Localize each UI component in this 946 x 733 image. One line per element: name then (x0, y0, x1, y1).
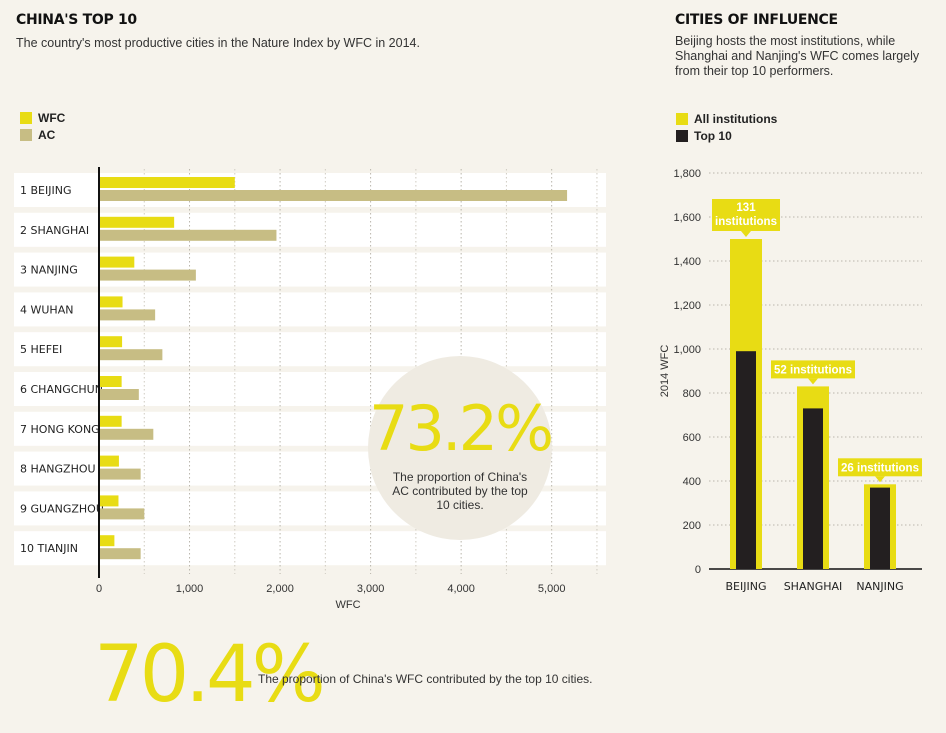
x-tick-label-5000: 5,000 (538, 583, 566, 595)
right-chart-subtitle: Beijing hosts the most institutions, whi… (675, 34, 919, 79)
category-label-4-wuhan: 4 WUHAN (20, 303, 73, 316)
bar-ac-2-shanghai (99, 229, 277, 241)
y-tick-label-0: 0 (695, 564, 701, 576)
legend-swatch-top10 (676, 130, 688, 142)
y-tick-label-1600: 1,600 (673, 212, 701, 224)
y-tick-label-400: 400 (683, 476, 701, 488)
annotation-box-shanghai (771, 360, 855, 379)
category-label-5-hefei: 5 HEFEI (20, 343, 62, 356)
wfc-proportion-text: The proportion of China's WFC contribute… (258, 672, 593, 686)
wfc-proportion-value: 70.4% (94, 630, 326, 720)
legend-label-all-institutions: All institutions (694, 112, 778, 126)
category-label-3-nanjing: 3 NANJING (20, 264, 78, 277)
bar-wfc-9-guangzhou (99, 495, 119, 507)
annotation-label-beijing-line-2: institutions (715, 216, 777, 228)
legend-swatch-wfc (20, 112, 32, 124)
bar-ac-6-changchun (99, 389, 139, 400)
y-axis-title: 2014 WFC (659, 345, 671, 398)
bar-wfc-7-hong-kong (99, 415, 122, 427)
x-tick-label-1000: 1,000 (176, 583, 204, 595)
y-tick-label-200: 200 (683, 520, 701, 532)
left-chart-subtitle: The country's most productive cities in … (16, 36, 420, 50)
annotation-box-nanjing (838, 458, 922, 477)
ac-proportion-callout: 73.2% The proportion of China's AC contr… (368, 356, 554, 540)
bar-top10-shanghai (803, 408, 823, 569)
right-subtitle-line-1: Beijing hosts the most institutions, whi… (675, 34, 896, 48)
annotation-box-beijing (712, 199, 780, 231)
bar-wfc-6-changchun (99, 376, 122, 387)
y-tick-label-1200: 1,200 (673, 300, 701, 312)
y-tick-label-800: 800 (683, 388, 701, 400)
y-tick-label-1800: 1,800 (673, 168, 701, 180)
annotation-label-nanjing: 26 institutions (841, 462, 919, 474)
ac-proportion-value: 73.2% (369, 392, 554, 465)
category-label-9-guangzhou: 9 GUANGZHOU (20, 502, 104, 515)
right-subtitle-line-2: Shanghai and Nanjing's WFC comes largely (675, 49, 920, 63)
bar-wfc-5-hefei (99, 336, 123, 348)
bar-top10-nanjing (870, 487, 890, 569)
bar-ac-1-beijing (99, 190, 568, 201)
x-tick-label-2000: 2,000 (266, 583, 294, 595)
right-bar-chart: 0 200 400 600 800 1,000 1,200 1,400 1,600 1,800 20… (659, 168, 922, 593)
x-tick-label-3000: 3,000 (357, 583, 385, 595)
legend-label-ac: AC (38, 128, 56, 142)
bar-ac-9-guangzhou (99, 508, 145, 520)
bar-ac-7-hong-kong (99, 428, 154, 440)
annotation-pointer-nanjing (875, 476, 885, 483)
legend-swatch-all-institutions (676, 113, 688, 125)
bar-ac-5-hefei (99, 349, 163, 361)
ac-proportion-text: The proportion of China's AC contributed… (392, 470, 528, 512)
y-tick-label-1000: 1,000 (673, 344, 701, 356)
annotation-label-beijing-line-1: 131 (736, 202, 756, 214)
annotation-pointer-beijing (741, 231, 751, 237)
bar-wfc-4-wuhan (99, 296, 123, 308)
bar-ac-3-nanjing (99, 269, 196, 281)
y-tick-label-600: 600 (683, 432, 701, 444)
category-label-10-tianjin: 10 TIANJIN (20, 542, 78, 555)
legend-swatch-ac (20, 129, 32, 141)
bar-ac-8-hangzhou (99, 468, 141, 480)
bar-wfc-2-shanghai (99, 216, 175, 228)
category-label-1-beijing: 1 BEIJING (20, 184, 71, 197)
bar-top10-beijing (736, 351, 756, 569)
x-tick-label-nanjing: NANJING (856, 580, 903, 593)
legend-label-wfc: WFC (38, 111, 66, 125)
bar-wfc-3-nanjing (99, 256, 135, 268)
right-chart-title: CITIES OF INFLUENCE (675, 12, 838, 28)
x-tick-label-0: 0 (96, 583, 102, 595)
annotation-label-shanghai: 52 institutions (774, 364, 852, 376)
category-label-2-shanghai: 2 SHANGHAI (20, 224, 89, 237)
category-label-7-hong-kong: 7 HONG KONG (20, 423, 100, 436)
category-label-6-changchun: 6 CHANGCHUN (20, 383, 103, 396)
x-axis-title: WFC (335, 599, 360, 611)
bar-wfc-10-tianjin (99, 535, 115, 547)
left-chart-title: CHINA'S TOP 10 (16, 12, 137, 28)
right-subtitle-line-3: from their top 10 performers. (675, 64, 834, 78)
bar-ac-10-tianjin (99, 548, 141, 560)
y-tick-label-1400: 1,400 (673, 256, 701, 268)
annotation-pointer-shanghai (808, 378, 818, 385)
category-label-8-hangzhou: 8 HANGZHOU (20, 463, 96, 476)
bar-wfc-8-hangzhou (99, 455, 119, 467)
legend-label-top10: Top 10 (694, 129, 732, 143)
bar-ac-4-wuhan (99, 309, 156, 321)
x-tick-label-4000: 4,000 (447, 583, 475, 595)
bar-wfc-1-beijing (99, 177, 235, 188)
x-tick-label-shanghai: SHANGHAI (784, 580, 843, 593)
x-tick-label-beijing: BEIJING (726, 580, 767, 593)
